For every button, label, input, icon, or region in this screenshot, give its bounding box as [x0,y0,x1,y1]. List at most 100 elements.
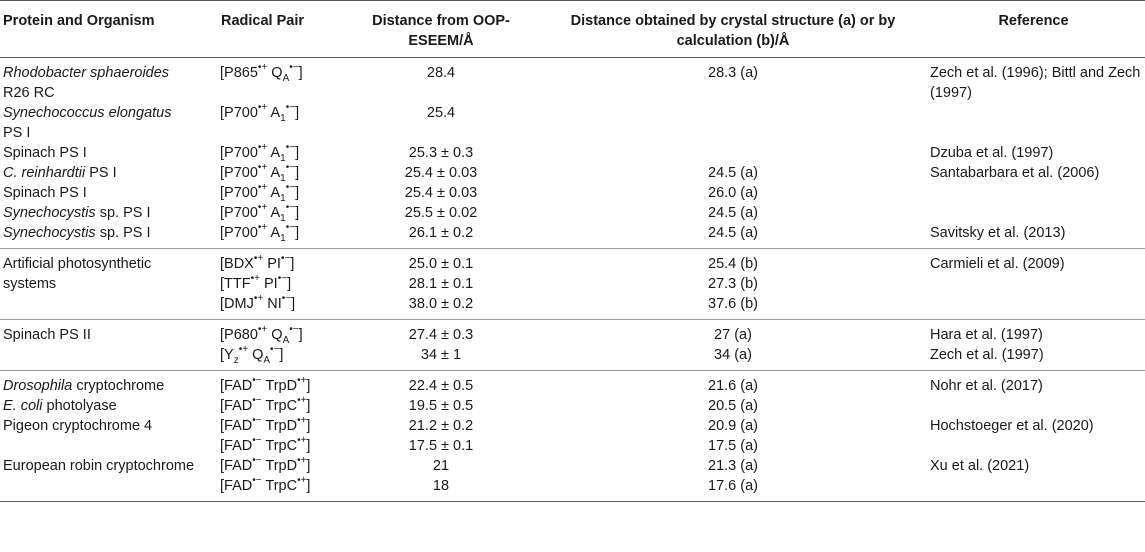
radical-2: Q [252,347,264,363]
organism-name-line2: R26 RC [3,85,55,101]
bracket-close: ] [287,276,292,292]
organism-cell: Synechocystis sp. PS I [0,223,218,249]
reference-cell: Hara et al. (1997) [922,320,1145,346]
table-body: Rhodobacter sphaeroides R26 RC [P865•+ QA•… [0,58,1145,502]
reference-text: Zech et al. (1996); Bittl and Zech [930,65,1141,81]
radical-2: TrpC [265,478,298,494]
bracket-open: [ [220,347,225,363]
charge-sign: + [242,344,249,356]
organism-cell: Spinach PS I [0,143,218,163]
calc-distance-cell: 17.5 (a) [708,438,758,454]
charge-sign: − [255,475,262,487]
organism-cell [0,476,218,502]
table-row: systems [TTF•+ PI•−] 28.1 ± 0.1 27.3 (b) [0,274,1145,294]
bracket-open: [ [220,205,225,221]
radical-pair-cell: [FAD•− TrpD•+] [218,416,338,436]
radical-2: TrpD [265,378,298,394]
reference-text: Hochstoeger et al. (2020) [930,418,1094,434]
reference-text: Hara et al. (1997) [930,327,1043,343]
organism-cell: Synechococcus elongatus PS I [0,103,218,143]
charge-sign: + [300,475,307,487]
oop-distance-cell: 25.0 ± 0.1 [408,256,474,272]
radical-1-charge: •− [252,375,261,386]
charge-sign: − [255,435,262,447]
table-row: Spinach PS I [P700•+ A1•−] 25.3 ± 0.3 Dzuba… [0,142,1145,164]
charge-sign: − [285,293,292,305]
oop-distance-cell: 34 ± 1 [338,345,544,371]
bracket-open: [ [220,458,225,474]
radical-dot: • [297,455,301,467]
oop-distance-cell: 25.5 ± 0.02 [404,205,478,221]
radical-dot: • [277,273,282,285]
radical-1-charge: •− [252,475,261,486]
radical-pair-cell: [P700•+ A1•−] [218,182,338,204]
radical-1: P700 [224,205,258,221]
radical-1-charge: •+ [258,162,267,173]
radical-dot: • [252,435,256,447]
organism-cell: E. coli photolyase [0,396,218,416]
bracket-close: ] [306,418,311,434]
table-row: Synechocystis sp. PS I [P700•+ A1•−] 26.1 … [0,223,1145,249]
radical-2-subscript: 1 [280,212,286,224]
bracket-open: [ [220,105,225,121]
oop-distance-cell: 22.4 ± 0.5 [408,378,474,394]
table-row: Synechococcus elongatus PS I [P700•+ A1•−]… [0,103,1145,143]
oop-distance-cell: 28.4 [426,65,456,81]
oop-distance-cell: 28.1 ± 0.1 [408,276,474,292]
radical-dot: • [270,344,274,356]
radical-1-charge: •+ [258,222,267,233]
header-oop-line1: Distance from OOP- [372,13,510,29]
oop-distance-cell: 25.4 ± 0.03 [404,165,478,181]
radical-2: Q [271,327,283,343]
table-row: Artificial photosynthetic [BDX•+ PI•−] 25.… [0,249,1145,275]
oop-distance-cell: 18 [338,476,544,502]
bracket-open: [ [220,276,225,292]
calc-distance-cell: 24.5 (a) [544,223,922,249]
organism-cell: Spinach PS II [0,320,218,346]
radical-2-charge: •− [286,182,295,193]
radical-1-charge: •+ [254,293,263,304]
table-row: Rhodobacter sphaeroides R26 RC [P865•+ QA•… [0,58,1145,104]
reference-text: Carmieli et al. (2009) [930,256,1065,272]
calc-distance-cell: 28.3 (a) [708,65,758,81]
radical-1: DMJ [224,296,254,312]
charge-sign: + [261,162,268,174]
table-row: European robin cryptochrome [FAD•− TrpD•+… [0,456,1145,476]
bracket-open: [ [220,145,225,161]
radical-2: TrpC [265,398,298,414]
reference-text-line2: (1997) [930,85,972,101]
charge-sign: + [300,375,307,387]
table-row: E. coli photolyase [FAD•− TrpC•+] 19.5 ± 0… [0,396,1145,416]
radical-1: Y [224,347,234,363]
radical-2: A [270,185,281,201]
bracket-open: [ [220,398,225,414]
radical-dot: • [285,142,290,154]
charge-sign: − [289,182,296,194]
radical-dot: • [280,253,285,265]
organism-cell: systems [0,274,218,294]
bracket-close: ] [295,145,300,161]
radical-2-subscript: 1 [280,152,286,164]
table-row: [Yz•+ QA•−] 34 ± 1 34 (a) Zech et al. (1997… [0,345,1145,371]
radical-dot: • [297,435,301,447]
charge-sign: − [292,62,299,74]
radical-pair-cell: [FAD•− TrpC•+] [218,436,338,456]
organism-name-italic: Synechocystis [3,225,96,241]
radical-pair-cell: [Yz•+ QA•−] [218,345,338,371]
reference-cell: Zech et al. (1997) [922,345,1145,371]
radical-dot: • [297,375,301,387]
table-row: Synechocystis sp. PS I [P700•+ A1•−] 25.5 … [0,203,1145,224]
reference-text: Nohr et al. (2017) [930,378,1043,394]
radical-pair-distance-table: Protein and Organism Radical Pair Distan… [0,0,1145,502]
header-reference: Reference [922,0,1145,58]
oop-distance-cell: 25.4 ± 0.03 [404,185,478,201]
table-row: Pigeon cryptochrome 4 [FAD•− TrpD•+] 21.2 … [0,416,1145,436]
radical-dot: • [297,415,301,427]
calc-distance-cell: 26.0 (a) [708,185,758,201]
radical-dot: • [250,273,255,285]
radical-dot: • [252,375,256,387]
radical-2-charge: •+ [297,415,306,426]
radical-dot: • [253,253,258,265]
charge-sign: + [300,455,307,467]
calc-distance-cell: 20.9 (a) [708,418,758,434]
